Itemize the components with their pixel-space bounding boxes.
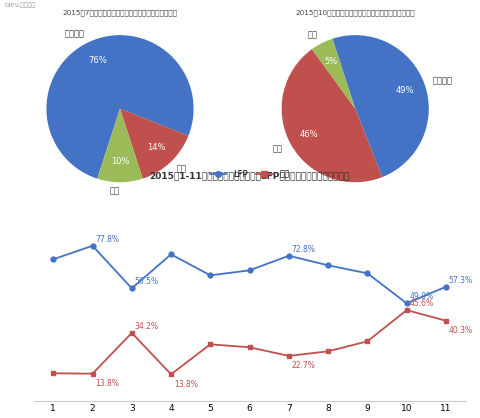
Text: 49.0%: 49.0%: [409, 292, 433, 301]
Wedge shape: [312, 39, 355, 109]
Text: 14%: 14%: [147, 143, 166, 152]
Text: 76%: 76%: [88, 56, 107, 65]
Text: 34.2%: 34.2%: [134, 322, 158, 331]
Wedge shape: [333, 35, 429, 177]
Title: 2015年1-11月份电动乘用车动力电池LFP与三元占比趋势图（按容量）: 2015年1-11月份电动乘用车动力电池LFP与三元占比趋势图（按容量）: [149, 171, 350, 181]
Title: 2015年10月份电动乘用车已售动力电池分布（按容量）: 2015年10月份电动乘用车已售动力电池分布（按容量）: [295, 9, 415, 15]
Wedge shape: [47, 35, 193, 178]
Text: 三元: 三元: [177, 164, 186, 173]
Wedge shape: [282, 49, 382, 182]
Text: 其它: 其它: [110, 186, 120, 196]
Legend: LFP, 三元: LFP, 三元: [206, 166, 293, 182]
Text: 40.3%: 40.3%: [449, 326, 473, 335]
Text: 13.8%: 13.8%: [96, 379, 119, 388]
Text: 22.7%: 22.7%: [292, 362, 315, 370]
Text: 46%: 46%: [300, 130, 318, 139]
Title: 2015年7月份电动乘用车已售动力电池分布（按容量）: 2015年7月份电动乘用车已售动力电池分布（按容量）: [62, 9, 178, 15]
Text: 45.6%: 45.6%: [409, 299, 433, 308]
Wedge shape: [97, 109, 143, 182]
Text: DIEV.动力电池: DIEV.动力电池: [5, 2, 36, 8]
Text: 磷酸铁锂: 磷酸铁锂: [65, 30, 85, 38]
Text: 其它: 其它: [308, 31, 318, 40]
Text: 磷酸铁锂: 磷酸铁锂: [433, 76, 453, 85]
Text: 三元: 三元: [273, 144, 283, 153]
Wedge shape: [120, 109, 189, 178]
Text: 72.8%: 72.8%: [292, 245, 315, 254]
Text: 77.8%: 77.8%: [96, 234, 120, 244]
Text: 10%: 10%: [111, 157, 129, 166]
Text: 56.5%: 56.5%: [134, 277, 159, 286]
Text: 5%: 5%: [324, 57, 338, 66]
Text: 13.8%: 13.8%: [174, 380, 198, 389]
Text: 57.3%: 57.3%: [449, 275, 473, 285]
Text: 49%: 49%: [396, 86, 414, 95]
